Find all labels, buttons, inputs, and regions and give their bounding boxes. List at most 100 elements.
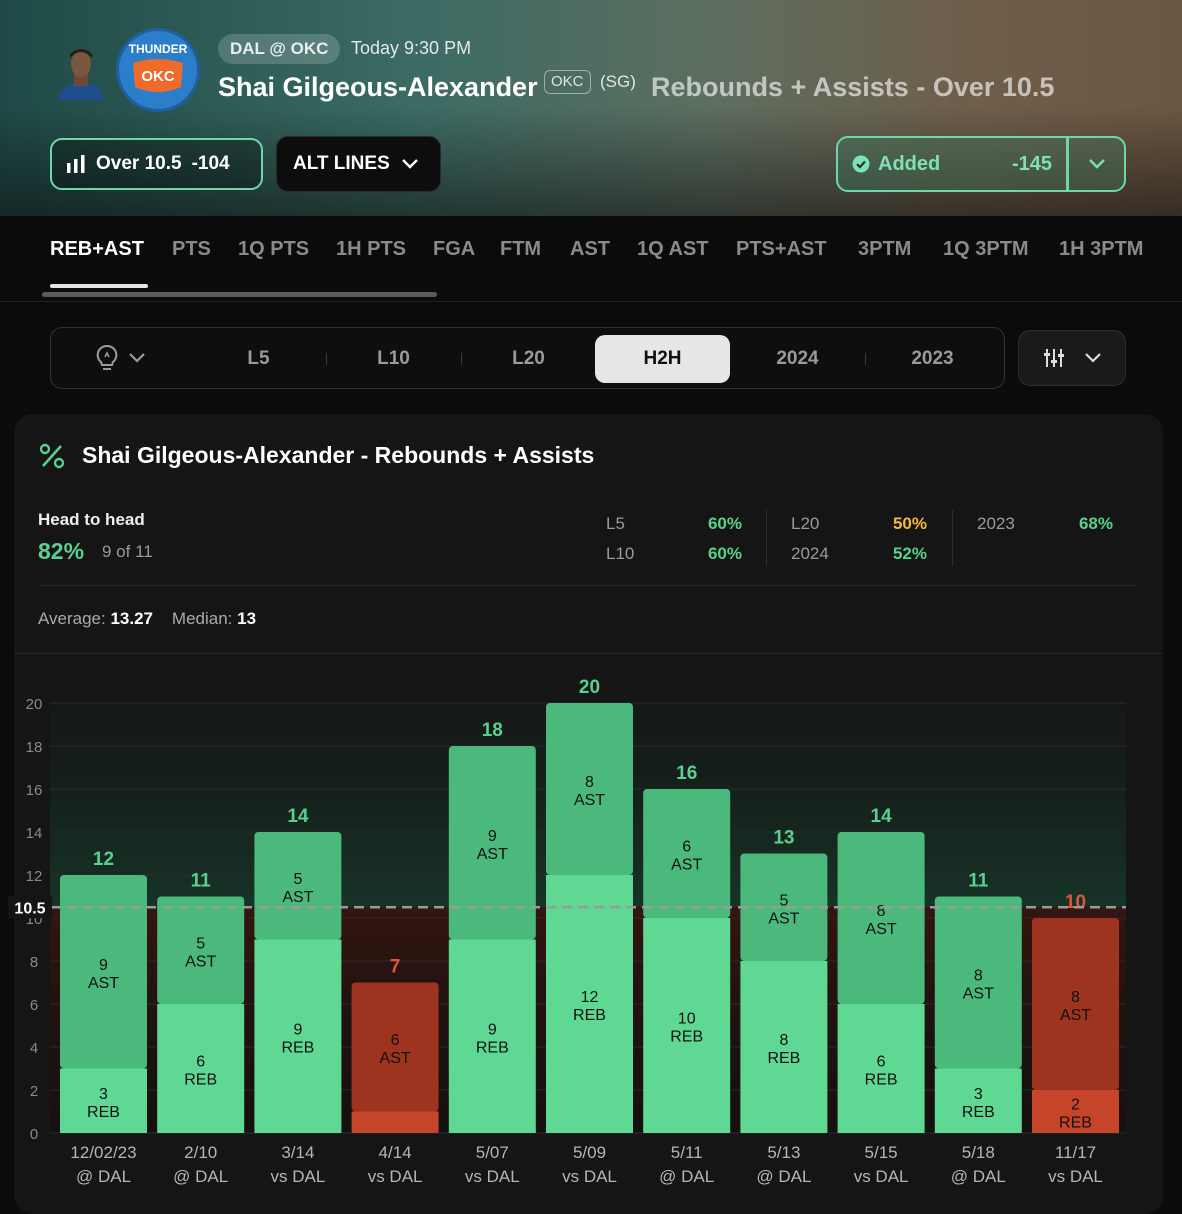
stat-value-2023: 68% — [1078, 514, 1113, 533]
tab-1q-pts[interactable]: 1Q PTS — [238, 238, 310, 260]
stat-divider — [952, 510, 953, 566]
tab-1h-3ptm[interactable]: 1H 3PTM — [1059, 238, 1144, 260]
bar-total-label: 14 — [287, 806, 309, 827]
bar-reb-label: REB — [184, 1072, 217, 1089]
x-tick-date: 2/10 — [184, 1143, 217, 1162]
filter-button[interactable] — [1018, 330, 1126, 386]
bar-ast-label: AST — [866, 921, 897, 938]
bar-reb-segment — [546, 875, 633, 1133]
bar-total-label: 10 — [1065, 892, 1086, 913]
bar-ast-segment — [740, 853, 828, 961]
x-tick-opponent: vs DAL — [1048, 1167, 1103, 1186]
chevron-down-icon — [1088, 159, 1105, 169]
bar-ast-label: AST — [282, 889, 313, 906]
bar-reb-label: REB — [87, 1104, 120, 1121]
bar-chart-icon — [67, 155, 85, 173]
tab-1q-ast[interactable]: 1Q AST — [637, 238, 709, 260]
player-headshot — [58, 49, 104, 100]
over-line-label: Over 10.5 — [96, 153, 182, 174]
bar-ast-segment — [254, 832, 342, 940]
bar-ast-value: 6 — [682, 839, 691, 856]
bar-reb-label: REB — [767, 1050, 800, 1067]
bar-reb-segment — [351, 1111, 439, 1133]
tab-reb-ast[interactable]: REB+AST — [50, 238, 144, 260]
player-name: Shai Gilgeous-Alexander — [218, 72, 538, 102]
tab-pts[interactable]: PTS — [172, 238, 211, 260]
bar-ast-label: AST — [963, 986, 994, 1003]
card-divider — [38, 585, 1138, 586]
player-header: THUNDER OKC DAL @ OKC Today 9:30 PM Shai… — [0, 0, 1182, 216]
bar-total-label: 11 — [968, 871, 989, 892]
tab-1h-pts[interactable]: 1H PTS — [336, 238, 407, 260]
bar-reb-value: 9 — [293, 1021, 302, 1038]
x-tick-date: 5/07 — [476, 1143, 509, 1162]
bar-total-label: 16 — [676, 763, 697, 784]
tab-ftm[interactable]: FTM — [500, 238, 542, 260]
bar-ast-label: AST — [671, 857, 702, 874]
bar-reb-segment — [934, 1068, 1022, 1133]
range-2024[interactable]: 2024 — [776, 348, 819, 369]
matchup-pill: DAL @ OKC — [218, 34, 341, 64]
bar-reb-value: 3 — [99, 1086, 108, 1103]
y-tick-label: 0 — [30, 1126, 38, 1143]
check-circle-icon — [852, 155, 870, 173]
added-dropdown-toggle[interactable] — [1068, 136, 1126, 192]
tab-ast[interactable]: AST — [570, 238, 610, 260]
range-l10[interactable]: L10 — [377, 348, 410, 369]
h2h-count: 9 of 11 — [102, 542, 153, 561]
bar-reb-value: 8 — [779, 1032, 788, 1049]
range-separator — [326, 353, 327, 365]
bar-ast-label: AST — [768, 910, 799, 927]
bar-ast-value: 8 — [877, 903, 886, 920]
added-odds: -145 — [1011, 152, 1052, 175]
bar-ast-value: 8 — [585, 774, 594, 791]
percent-icon — [39, 443, 65, 469]
bar-reb-label: REB — [573, 1007, 606, 1024]
range-l5[interactable]: L5 — [247, 348, 270, 369]
bar-reb-segment — [157, 1004, 245, 1133]
over-line-button[interactable]: Over 10.5 -104 — [50, 138, 263, 190]
range-h2h[interactable]: H2H — [595, 335, 730, 383]
bar-ast-value: 9 — [488, 828, 497, 845]
stat-label-2024: 2024 — [791, 544, 829, 563]
range-2023[interactable]: 2023 — [911, 348, 954, 369]
bar-reb-segment — [643, 918, 731, 1133]
y-tick-label: 6 — [30, 997, 38, 1014]
tab-pts-ast[interactable]: PTS+AST — [736, 238, 827, 260]
prop-line-label: 10.5 — [14, 900, 45, 917]
bar-reb-value: 2 — [1071, 1097, 1080, 1114]
prop-line-label-bg — [8, 896, 52, 919]
bar-ast-segment — [1032, 918, 1119, 1090]
logo-wordmark: THUNDER — [129, 42, 188, 56]
bar-ast-segment — [351, 982, 439, 1112]
tabs-scrollbar[interactable] — [42, 292, 437, 297]
x-tick-opponent: @ DAL — [76, 1167, 131, 1186]
stat-value-l10: 60% — [707, 544, 742, 563]
team-badge: OKC — [544, 70, 591, 94]
y-tick-label: 4 — [30, 1040, 38, 1057]
insights-dropdown[interactable] — [95, 344, 145, 372]
prop-title: Rebounds + Assists - Over 10.5 — [651, 72, 1055, 102]
chevron-down-icon — [401, 159, 418, 169]
tab-1q-3ptm[interactable]: 1Q 3PTM — [943, 238, 1029, 260]
bar-ast-segment — [60, 875, 147, 1069]
added-button[interactable]: Added -145 — [836, 136, 1068, 192]
alt-lines-button[interactable]: ALT LINES — [276, 136, 441, 192]
tab-fga[interactable]: FGA — [433, 238, 476, 260]
tab-3ptm[interactable]: 3PTM — [858, 238, 912, 260]
bar-reb-value: 9 — [488, 1021, 497, 1038]
x-tick-date: 5/13 — [767, 1143, 800, 1162]
bar-ast-value: 8 — [1071, 989, 1080, 1006]
bar-reb-label: REB — [865, 1072, 898, 1089]
x-tick-date: 5/09 — [573, 1143, 606, 1162]
range-separator — [461, 353, 462, 365]
stat-label-2023: 2023 — [977, 514, 1015, 533]
bar-ast-segment — [934, 896, 1022, 1069]
chevron-down-icon — [129, 353, 145, 363]
x-tick-opponent: @ DAL — [756, 1167, 811, 1186]
range-l20[interactable]: L20 — [512, 348, 545, 369]
y-tick-label: 18 — [26, 739, 43, 756]
card-divider — [14, 653, 1163, 654]
bar-reb-label: REB — [281, 1039, 314, 1056]
